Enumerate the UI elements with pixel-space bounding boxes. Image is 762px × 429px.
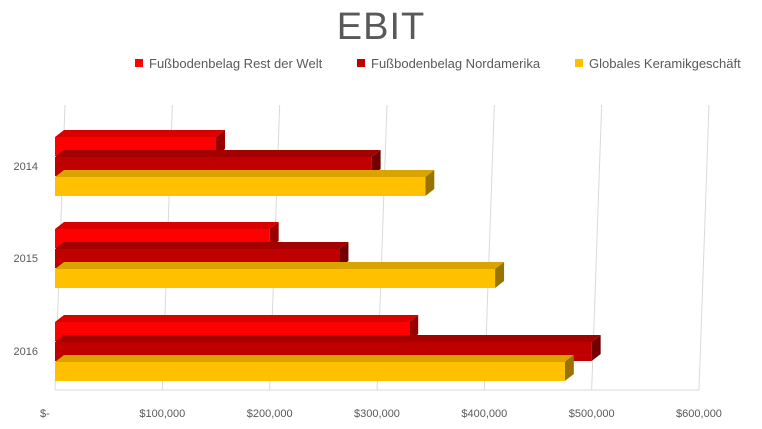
bar-top-face: [55, 150, 381, 157]
bar-top-face: [55, 335, 601, 342]
bar-side-face: [495, 262, 505, 288]
bar-top-face: [55, 355, 574, 362]
y-tick-label: 2014: [14, 161, 38, 173]
x-tick-label: $200,000: [247, 408, 293, 420]
bar-side-face: [409, 315, 419, 341]
bar-top-face: [55, 262, 505, 269]
x-tick-label: $400,000: [461, 408, 507, 420]
chart-title: EBIT: [336, 6, 426, 48]
legend-swatch: [575, 59, 583, 67]
y-tick-label: 2015: [14, 253, 38, 265]
bar-side-face: [339, 242, 349, 268]
bar-side-face: [269, 222, 279, 248]
x-tick-label: $600,000: [676, 408, 722, 420]
bar: [55, 269, 496, 288]
x-tick-label: $-: [40, 408, 50, 420]
bar-side-face: [216, 130, 225, 156]
x-tick-label: $500,000: [569, 408, 615, 420]
x-tick-label: $100,000: [139, 408, 185, 420]
legend-label: Fußbodenbelag Nordamerika: [371, 56, 541, 71]
y-tick-label: 2016: [14, 346, 38, 358]
legend: Fußbodenbelag Rest der Welt Fußbodenbela…: [135, 56, 762, 74]
bar-side-face: [564, 355, 574, 381]
bar-top-face: [55, 222, 279, 229]
gridline: [698, 104, 710, 391]
bar-top-face: [55, 170, 435, 177]
bar-top-face: [55, 242, 349, 249]
legend-swatch: [357, 59, 365, 67]
bar-side-face: [591, 335, 601, 361]
bar-top-face: [55, 315, 419, 322]
bar: [55, 177, 426, 196]
legend-item-rest-der-welt: Fußbodenbelag Rest der Welt: [135, 56, 322, 71]
bar-side-face: [425, 170, 435, 196]
bar-side-face: [371, 150, 381, 176]
legend-item-nordamerika: Fußbodenbelag Nordamerika: [357, 56, 540, 71]
bar-top-face: [55, 130, 225, 137]
legend-item-keramik: Globales Keramikgeschäft: [575, 56, 741, 71]
bar: [55, 362, 565, 381]
legend-swatch: [135, 59, 143, 67]
x-tick-label: $300,000: [354, 408, 400, 420]
legend-label: Fußbodenbelag Rest der Welt: [149, 56, 323, 71]
legend-label: Globales Keramikgeschäft: [589, 56, 741, 71]
